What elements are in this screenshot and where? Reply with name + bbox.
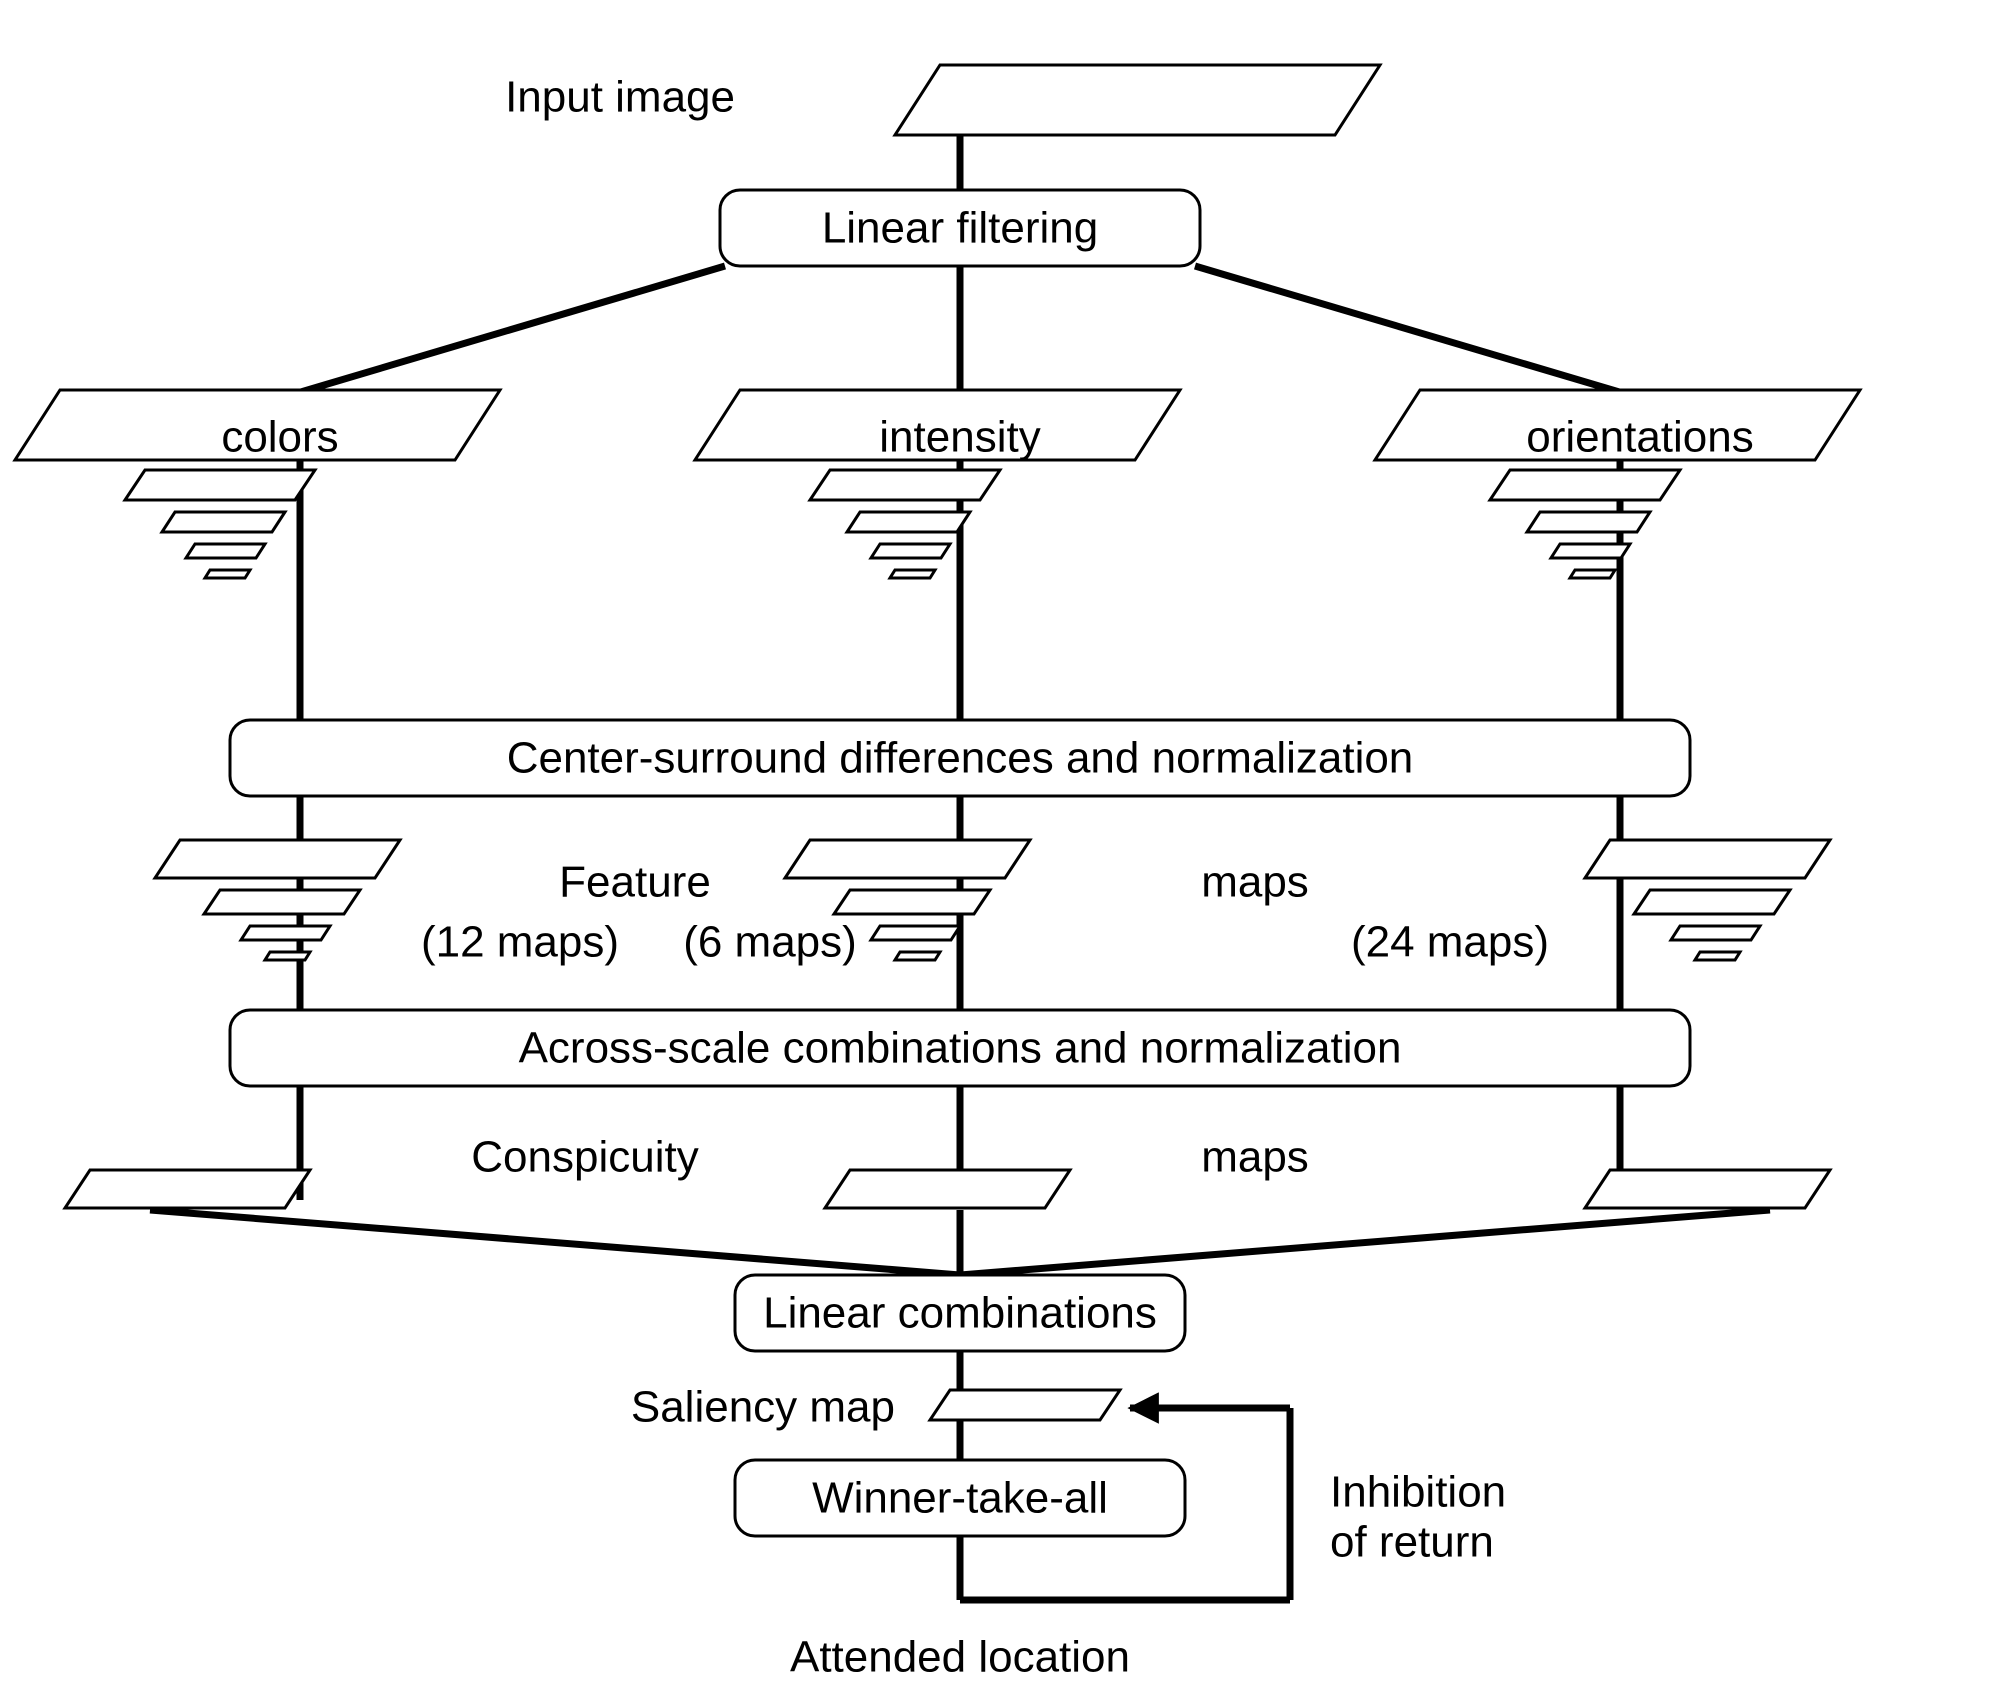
feature-label: Feature	[559, 858, 711, 907]
orientations-pyramid-level-3	[1570, 570, 1615, 578]
colors-pyramid-level-0	[125, 470, 315, 500]
feature-orientations-pyramid-level-0	[1585, 840, 1830, 878]
colors-pyramid-level-2	[186, 544, 265, 558]
orientations-pyramid-level-0	[1490, 470, 1680, 500]
orientations-label: orientations	[1526, 413, 1753, 462]
conspicuity-label: Conspicuity	[471, 1133, 698, 1182]
saliency_map-label: Saliency map	[631, 1383, 895, 1432]
across_scale-label: Across-scale combinations and normalizat…	[519, 1024, 1402, 1073]
intensity-pyramid-level-1	[847, 512, 970, 532]
conspicuity-right	[1585, 1170, 1830, 1208]
input_image-label: Input image	[505, 73, 735, 122]
maps_12-label: (12 maps)	[421, 918, 619, 967]
center_surround-label: Center-surround differences and normaliz…	[507, 734, 1414, 783]
intensity-pyramid-level-2	[871, 544, 950, 558]
intensity-pyramid-level-0	[810, 470, 1000, 500]
feature-orientations-pyramid-level-1	[1634, 890, 1790, 914]
feature-colors-pyramid-level-0	[155, 840, 400, 878]
winner_take_all-label: Winner-take-all	[812, 1474, 1108, 1523]
conspicuity-mid	[825, 1170, 1070, 1208]
maps_24-label: (24 maps)	[1351, 918, 1549, 967]
colors-label: colors	[221, 413, 338, 462]
feature-orientations-pyramid-level-2	[1671, 926, 1760, 940]
input-image-plane	[895, 65, 1380, 135]
linear_combinations-label: Linear combinations	[763, 1289, 1157, 1338]
colors-pyramid-level-3	[205, 570, 250, 578]
feature-intensity-pyramid-level-1	[834, 890, 990, 914]
feature-orientations-pyramid-level-3	[1695, 952, 1740, 960]
intensity-label: intensity	[879, 413, 1040, 462]
maps_6-label: (6 maps)	[683, 918, 857, 967]
orientations-pyramid-level-1	[1527, 512, 1650, 532]
colors-pyramid-level-1	[162, 512, 285, 532]
feature-colors-pyramid-level-2	[241, 926, 330, 940]
conspicuity-left	[65, 1170, 310, 1208]
maps1-label: maps	[1201, 858, 1309, 907]
maps2-label: maps	[1201, 1133, 1309, 1182]
feature-intensity-pyramid-level-2	[871, 926, 960, 940]
saliency-map-plane	[930, 1390, 1120, 1420]
feature-colors-pyramid-level-3	[265, 952, 310, 960]
orientations-pyramid-level-2	[1551, 544, 1630, 558]
linear_filtering-label: Linear filtering	[822, 204, 1098, 253]
feature-colors-pyramid-level-1	[204, 890, 360, 914]
attended-label: Attended location	[790, 1633, 1130, 1682]
intensity-pyramid-level-3	[890, 570, 935, 578]
feature-intensity-pyramid-level-3	[895, 952, 940, 960]
inhibition2-label: of return	[1330, 1518, 1494, 1567]
inhibition1-label: Inhibition	[1330, 1468, 1506, 1517]
saliency-model-diagram: Linear filtering Center-surround differen…	[0, 0, 2012, 1697]
feature-intensity-pyramid-level-0	[785, 840, 1030, 878]
